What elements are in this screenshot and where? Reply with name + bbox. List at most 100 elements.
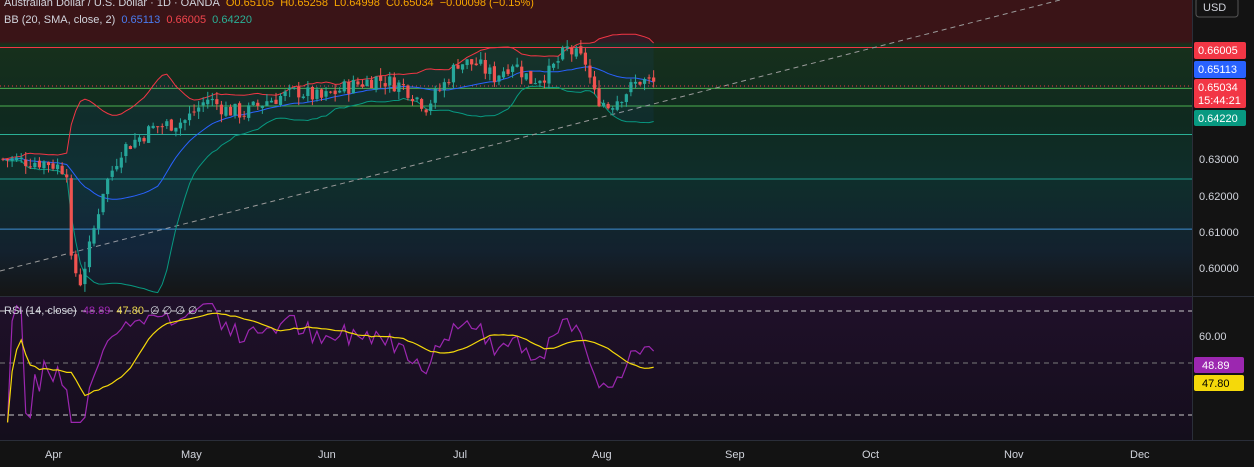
candle: [647, 74, 651, 84]
candle: [579, 40, 583, 56]
candle: [297, 81, 301, 106]
candle: [228, 104, 233, 116]
candle: [178, 118, 183, 136]
bb-upper-line: [2, 33, 655, 160]
candle: [369, 76, 374, 89]
low-value: L0.64998: [334, 0, 380, 9]
candle: [278, 93, 283, 107]
candle: [611, 105, 615, 114]
symbol-legend[interactable]: Australian Dollar / U.S. Dollar · 1D · O…: [4, 0, 537, 9]
candle: [511, 64, 515, 78]
badge-current: [1194, 79, 1246, 108]
candle: [642, 77, 647, 91]
candle: [101, 193, 105, 216]
candle: [15, 153, 19, 162]
candle: [460, 64, 465, 74]
candle: [247, 102, 251, 122]
candle: [620, 101, 624, 108]
candle: [597, 80, 601, 108]
candle: [383, 76, 387, 95]
candle: [351, 75, 355, 94]
candle: [201, 97, 205, 112]
candle: [360, 79, 365, 89]
month-label: Nov: [1004, 449, 1024, 461]
candle: [524, 73, 528, 81]
month-label: Apr: [45, 449, 62, 461]
candle: [338, 87, 342, 94]
candle: [206, 91, 210, 109]
rsi-ma-value: 47.80: [116, 305, 144, 317]
candle: [224, 101, 228, 118]
candle: [33, 157, 37, 170]
candle: [633, 74, 638, 88]
badge-rsi: [1194, 357, 1244, 373]
bb-lower-line: [2, 85, 654, 294]
candle: [319, 88, 324, 101]
candle: [74, 250, 78, 277]
candle: [174, 127, 178, 137]
candle: [483, 52, 487, 80]
candle: [106, 177, 110, 203]
candle: [401, 78, 405, 90]
candle: [283, 89, 287, 102]
candle: [56, 158, 60, 175]
candle: [438, 83, 442, 93]
candle: [570, 45, 574, 62]
candle: [24, 152, 28, 174]
candle: [420, 97, 424, 112]
candle: [183, 119, 187, 131]
candle: [342, 79, 346, 94]
candle: [506, 64, 510, 76]
candle: [288, 84, 292, 98]
candle: [406, 84, 410, 101]
price-tick: 0.61000: [1199, 227, 1239, 239]
candle: [638, 81, 642, 86]
candle: [470, 58, 474, 71]
candle: [78, 268, 82, 287]
currency-label: USD: [1203, 2, 1226, 14]
candle: [83, 261, 87, 292]
candle: [192, 104, 196, 116]
candle: [565, 40, 569, 52]
candle: [538, 80, 542, 88]
rsi-legend[interactable]: RSI (14, close) 48.89 47.80 ∅ ∅ ∅ ∅: [4, 304, 201, 317]
high-value: H0.65258: [280, 0, 328, 9]
candle: [46, 161, 51, 173]
bb-upper-value: 0.66005: [166, 14, 207, 26]
candle: [110, 165, 114, 181]
badge-upper: [1194, 42, 1246, 59]
candle: [60, 162, 64, 175]
candle: [233, 103, 237, 119]
badge-rsi-ma: [1194, 375, 1244, 391]
bb-legend[interactable]: BB (20, SMA, close, 2) 0.65113 0.66005 0…: [4, 14, 255, 26]
candle: [242, 110, 246, 120]
candle: [333, 84, 337, 102]
candle: [260, 105, 264, 114]
candle: [156, 126, 160, 134]
candle: [520, 60, 524, 85]
price-axis[interactable]: 0.63000 0.62000 0.61000 0.60000 60.00: [1199, 154, 1239, 343]
candle: [151, 122, 155, 129]
badge-lower-text: 0.64220: [1198, 113, 1238, 125]
candle: [115, 158, 119, 172]
candle: [379, 68, 383, 88]
time-axis[interactable]: Apr May Jun Jul Aug Sep Oct Nov Dec: [45, 449, 1150, 461]
bb-fill: [3, 34, 654, 293]
candle: [492, 61, 496, 87]
candle: [128, 145, 132, 150]
candle: [197, 101, 201, 119]
open-value: O0.65105: [225, 0, 275, 9]
candle: [69, 174, 73, 260]
candle: [10, 155, 14, 167]
candle: [488, 64, 492, 81]
symbol-name: Australian Dollar / U.S. Dollar · 1D · O…: [4, 0, 220, 9]
currency-box[interactable]: [1195, 0, 1239, 18]
bollinger-bands: [2, 33, 655, 294]
candle: [561, 45, 565, 61]
price-badges: 0.66005 0.65113 0.65034 15:44:21 0.64220…: [1194, 42, 1246, 391]
badge-rsi-ma-text: 47.80: [1202, 378, 1230, 390]
candle: [501, 67, 506, 80]
candles: [1, 40, 656, 292]
candle: [87, 235, 92, 273]
